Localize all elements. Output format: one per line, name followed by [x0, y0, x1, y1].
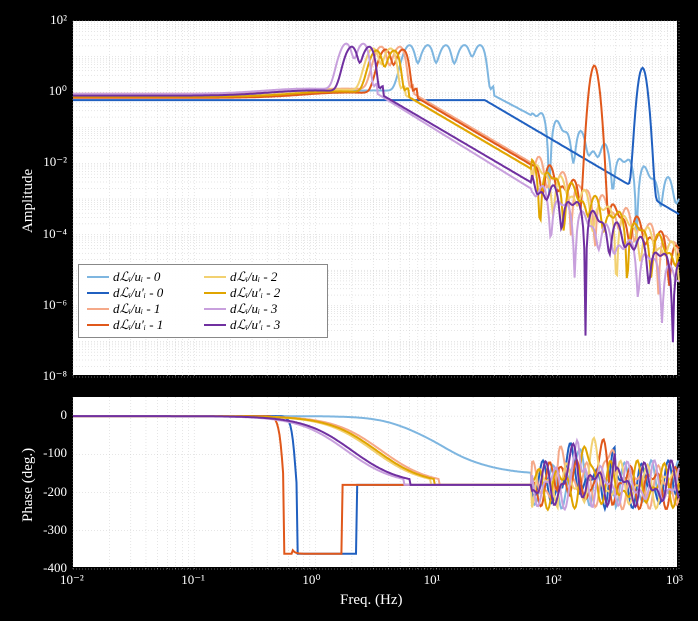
legend: dℒᵢ/uᵢ - 0 dℒᵢ/uᵢ - 2 dℒᵢ/u′ᵢ - 0 dℒᵢ/u′ᵢ -…: [78, 264, 328, 338]
phase-plot: [72, 396, 678, 568]
legend-swatch: [87, 276, 109, 278]
legend-swatch: [204, 276, 226, 278]
legend-item: dℒᵢ/uᵢ - 1: [87, 301, 202, 317]
legend-swatch: [87, 324, 109, 326]
y-tick-label: 10²: [50, 12, 67, 28]
legend-label: dℒᵢ/uᵢ - 3: [230, 301, 277, 317]
legend-item: dℒᵢ/uᵢ - 3: [204, 301, 319, 317]
legend-label: dℒᵢ/u′ᵢ - 1: [113, 317, 163, 333]
y-tick-label: 10⁻²: [43, 154, 67, 170]
freq-xlabel: Freq. (Hz): [340, 592, 402, 609]
x-tick-label: 10⁰: [302, 572, 320, 588]
phase-ylabel: Phase (deg.): [20, 448, 37, 522]
legend-label: dℒᵢ/u′ᵢ - 0: [113, 285, 163, 301]
legend-item: dℒᵢ/u′ᵢ - 2: [204, 285, 319, 301]
legend-label: dℒᵢ/u′ᵢ - 2: [230, 285, 280, 301]
y-tick-label: 10⁰: [49, 83, 67, 99]
legend-swatch: [204, 324, 226, 326]
x-tick-label: 10⁻²: [60, 572, 84, 588]
legend-label: dℒᵢ/u′ᵢ - 3: [230, 317, 280, 333]
y-tick-label: -100: [43, 445, 67, 461]
legend-item: dℒᵢ/u′ᵢ - 0: [87, 285, 202, 301]
amplitude-ylabel: Amplitude: [20, 169, 37, 233]
y-tick-label: -200: [43, 484, 67, 500]
y-tick-label: 10⁻⁶: [43, 297, 67, 313]
legend-swatch: [204, 292, 226, 294]
y-tick-label: 10⁻⁸: [43, 368, 67, 384]
legend-swatch: [87, 308, 109, 310]
legend-item: dℒᵢ/uᵢ - 2: [204, 269, 319, 285]
legend-label: dℒᵢ/uᵢ - 0: [113, 269, 160, 285]
y-tick-label: -300: [43, 522, 67, 538]
x-tick-label: 10²: [545, 572, 562, 588]
legend-item: dℒᵢ/u′ᵢ - 1: [87, 317, 202, 333]
legend-swatch: [87, 292, 109, 294]
legend-swatch: [204, 308, 226, 310]
x-tick-label: 10³: [666, 572, 683, 588]
legend-label: dℒᵢ/uᵢ - 2: [230, 269, 277, 285]
y-tick-label: 10⁻⁴: [43, 226, 67, 242]
legend-label: dℒᵢ/uᵢ - 1: [113, 301, 160, 317]
y-tick-label: 0: [61, 407, 68, 423]
x-tick-label: 10¹: [424, 572, 441, 588]
legend-item: dℒᵢ/u′ᵢ - 3: [204, 317, 319, 333]
legend-item: dℒᵢ/uᵢ - 0: [87, 269, 202, 285]
x-tick-label: 10⁻¹: [181, 572, 205, 588]
